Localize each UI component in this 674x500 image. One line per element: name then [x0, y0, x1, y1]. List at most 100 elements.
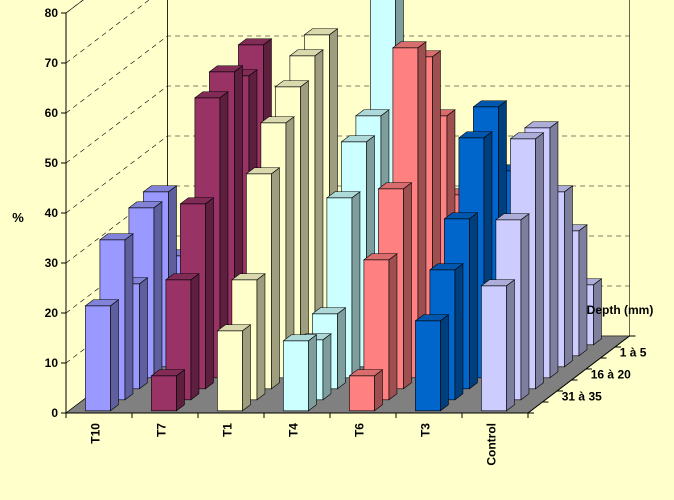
y-tick-label: 30 — [45, 256, 59, 270]
bar-side — [403, 182, 412, 390]
bar-top — [524, 121, 559, 129]
x-tick-label: Control — [485, 423, 499, 466]
bar-top — [231, 273, 266, 281]
bar-front — [481, 285, 507, 412]
bar-top — [392, 41, 427, 49]
bar-side — [549, 121, 559, 379]
bar-side — [520, 213, 530, 401]
bar-side — [322, 333, 332, 401]
y-tick-label: 40 — [45, 206, 59, 220]
x-tick-label: T7 — [155, 423, 169, 437]
bar-top — [480, 279, 516, 287]
depth-tick-label: 16 à 20 — [591, 368, 631, 382]
bar-side — [110, 299, 119, 412]
bar-top — [348, 369, 384, 377]
bar-front — [85, 305, 111, 412]
depth-axis-label: Depth (mm) — [587, 303, 654, 317]
bar-side — [190, 273, 200, 401]
bar-top — [274, 80, 310, 88]
depth-axis-line — [527, 335, 630, 414]
bar — [84, 299, 120, 412]
gridline — [65, 0, 84, 14]
bar-side — [139, 277, 148, 390]
bar-top — [179, 197, 215, 205]
x-tick-label: T6 — [353, 423, 367, 437]
bar-top — [260, 116, 295, 124]
bar-top — [216, 324, 252, 332]
bar-top — [289, 49, 324, 57]
bar-top — [208, 65, 244, 73]
chart-labels: % Depth (mm) — [12, 210, 653, 317]
gridline — [65, 85, 630, 164]
bar-side — [440, 314, 449, 412]
bar-side — [256, 273, 266, 401]
bar — [282, 334, 318, 412]
bar-side — [242, 324, 251, 412]
bar-side — [506, 279, 515, 412]
bar-top — [128, 201, 163, 209]
bar-top — [237, 38, 273, 46]
bar-front — [415, 320, 441, 412]
bar-top — [495, 213, 530, 221]
y-tick-label: 10 — [45, 356, 59, 370]
gridline — [65, 35, 630, 114]
bar-top — [150, 369, 186, 377]
bar-top — [340, 135, 376, 143]
bar-side — [469, 212, 478, 390]
bar-side — [176, 369, 185, 412]
bar-side — [271, 167, 280, 390]
gridline — [65, 0, 150, 64]
y-tick-label: 50 — [45, 156, 59, 170]
bar-side — [564, 185, 573, 368]
bar-front — [151, 375, 177, 412]
bar-front — [283, 340, 309, 412]
y-tick-label: 70 — [45, 56, 59, 70]
bar-top — [363, 253, 398, 261]
bar-side — [388, 253, 398, 401]
bar-top — [429, 263, 464, 271]
bar-top — [165, 273, 200, 281]
bar-top — [414, 314, 450, 322]
depth-tick-label: 1 à 5 — [620, 346, 647, 360]
bar-top — [443, 212, 479, 220]
y-tick-label: 80 — [45, 6, 59, 20]
bar — [480, 279, 516, 412]
bar-front — [349, 375, 375, 412]
bar — [216, 324, 252, 412]
x-tick-label: T4 — [287, 423, 301, 437]
bar-top — [282, 334, 318, 342]
bar-top — [355, 109, 390, 117]
bar-side — [153, 201, 163, 379]
bar-side — [578, 224, 588, 357]
y-tick-label: 0 — [51, 406, 58, 420]
bar-side — [337, 307, 346, 390]
bar — [414, 314, 450, 412]
bar-top — [326, 191, 361, 199]
bar-top — [311, 307, 347, 315]
bar — [363, 253, 398, 401]
bar — [348, 369, 384, 412]
bar-top — [99, 233, 134, 241]
bar — [150, 369, 186, 412]
bar-top — [84, 299, 120, 307]
bar-side — [308, 334, 317, 412]
x-tick-label: T10 — [89, 423, 103, 444]
bar-top — [245, 167, 281, 175]
bar-top — [472, 100, 508, 108]
bar-side — [374, 369, 383, 412]
x-tick-label: T3 — [419, 423, 433, 437]
bar-top — [509, 132, 545, 140]
chart-axes: 0 10 20 30 40 50 60 70 80 T10 T7 T1 T4 T6 T3 Control 1 à… — [45, 6, 647, 466]
y-axis-label: % — [12, 210, 24, 225]
bar-side — [205, 197, 214, 390]
bar-side — [124, 233, 134, 401]
bar-top — [142, 185, 178, 193]
bar-side — [535, 132, 544, 390]
bar-front — [217, 330, 243, 412]
x-tick-label: T1 — [221, 423, 235, 437]
bar-side — [300, 80, 309, 368]
bar-top — [377, 182, 413, 190]
depth-tick-label: 31 à 35 — [562, 390, 602, 404]
